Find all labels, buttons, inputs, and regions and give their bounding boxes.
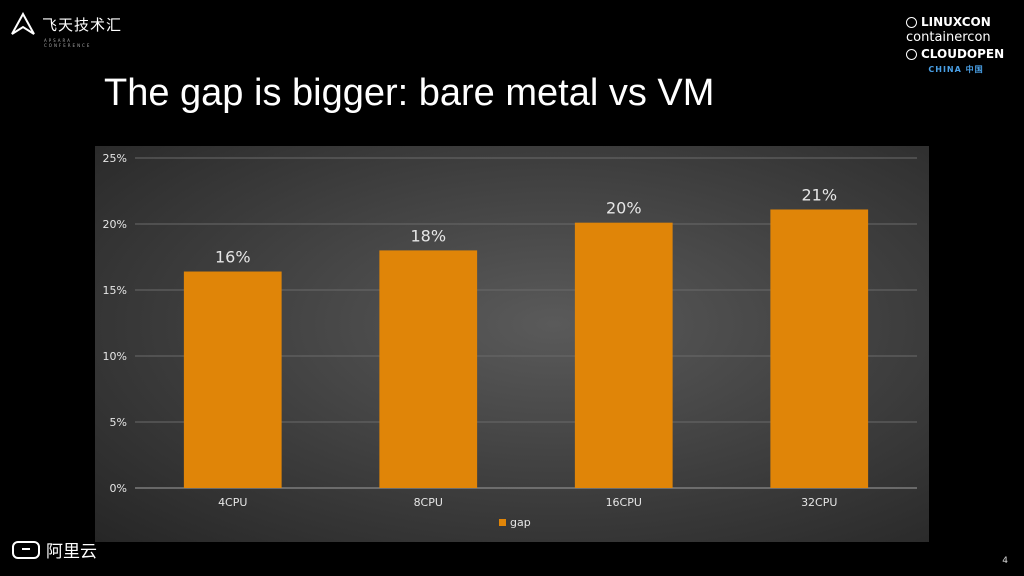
x-tick-label: 4CPU: [218, 496, 247, 509]
aliyun-logo: 阿里云: [12, 537, 97, 562]
x-tick-label: 32CPU: [801, 496, 837, 509]
cloudopen-line: CLOUDOPEN: [906, 46, 1006, 62]
feitian-logo: 飞天技术汇 APSARA CONFERENCE: [10, 12, 123, 48]
x-tick-label: 8CPU: [414, 496, 443, 509]
data-label: 20%: [606, 199, 642, 218]
slide-title: The gap is bigger: bare metal vs VM: [104, 72, 715, 114]
bar-32cpu: [770, 209, 869, 489]
bar-16cpu: [574, 222, 673, 488]
bar-8cpu: [379, 250, 478, 488]
bar-chart-svg: 0% 5% 10% 15% 20% 25% 16% 4CPU 18% 8CPU 20% 16CPU 21…: [103, 152, 917, 529]
y-tick-label: 20%: [103, 218, 127, 231]
legend-label: gap: [510, 516, 531, 529]
feitian-mark-icon: [11, 12, 35, 35]
x-tick-label: 16CPU: [606, 496, 642, 509]
cloud-icon: [906, 48, 917, 60]
linuxcon-logo: LINUXCON containercon CLOUDOPEN CHINA 中国: [906, 14, 1006, 75]
feitian-brand-name: 飞天技术汇: [42, 15, 123, 34]
aliyun-brand-name: 阿里云: [46, 542, 97, 562]
containercon-text: containercon: [906, 30, 991, 45]
bar-4cpu: [183, 271, 282, 488]
linux-penguin-icon: [906, 16, 917, 28]
data-label: 16%: [215, 248, 251, 267]
region-label: CHINA 中国: [928, 65, 984, 74]
linuxcon-line: LINUXCON: [906, 14, 1006, 30]
y-tick-label: 5%: [110, 416, 127, 429]
cloudopen-text: CLOUDOPEN: [921, 47, 1005, 61]
y-tick-label: 15%: [103, 284, 127, 297]
legend-swatch: [499, 519, 506, 526]
bar-chart: 0% 5% 10% 15% 20% 25% 16% 4CPU 18% 8CPU 20% 16CPU 21…: [95, 146, 929, 542]
data-label: 21%: [801, 185, 837, 204]
y-tick-label: 10%: [103, 350, 127, 363]
page-number: 4: [1002, 556, 1008, 566]
containercon-line: containercon: [906, 30, 1006, 46]
y-tick-label: 0%: [110, 482, 127, 495]
linuxcon-text: LINUXCON: [921, 15, 991, 29]
aliyun-mark-icon: [12, 540, 40, 559]
data-label: 18%: [410, 226, 446, 245]
feitian-brand-subtitle: APSARA CONFERENCE: [44, 38, 92, 48]
y-tick-label: 25%: [103, 152, 127, 165]
